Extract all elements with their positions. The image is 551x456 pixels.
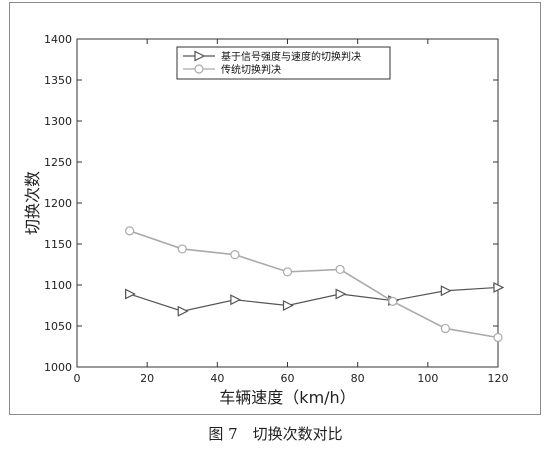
x-axis: 0 20 40 60 80 100 120 (74, 39, 509, 385)
x-tick-label: 0 (74, 372, 81, 385)
x-tick-label: 80 (351, 372, 365, 385)
series-2-point (177, 244, 187, 254)
series-2-point (125, 226, 135, 236)
series-1 (125, 281, 505, 317)
y-tick-label: 1000 (44, 361, 72, 374)
legend-label: 基于信号强度与速度的切换判决 (221, 50, 361, 63)
y-tick-label: 1150 (44, 238, 72, 251)
series-2-point (230, 250, 240, 260)
series-1-point (335, 288, 347, 300)
y-axis: 1000 1050 1100 1150 1200 1250 1300 1350 1400 (44, 33, 498, 374)
legend-swatch-marker (194, 64, 204, 74)
series-1-point (177, 305, 189, 317)
y-tick-label: 1350 (44, 74, 72, 87)
series-1-point (125, 288, 136, 300)
series-2-point (335, 264, 345, 275)
x-tick-label: 120 (488, 372, 509, 385)
x-axis-title: 车辆速度（km/h） (219, 388, 355, 407)
y-tick-label: 1300 (44, 115, 72, 128)
y-tick-label: 1050 (44, 320, 72, 333)
legend-label: 传统切换判决 (221, 63, 281, 76)
plot-area (76, 38, 499, 368)
y-axis-title: 切换次数 (23, 171, 42, 235)
y-tick-label: 1250 (44, 156, 72, 169)
series-1-point (282, 300, 294, 311)
legend-swatch-marker (194, 50, 206, 62)
series-1-point (440, 285, 452, 297)
y-tick-label: 1400 (44, 33, 72, 46)
series-2-point (493, 332, 503, 343)
legend-box (176, 46, 391, 80)
series-2-point (388, 296, 398, 306)
series-2-point (282, 267, 293, 277)
series-1-point (493, 281, 505, 293)
series-layer (125, 226, 505, 343)
plot-border (76, 38, 499, 368)
series-2-point (440, 323, 450, 334)
x-tick-label: 100 (417, 372, 438, 385)
series-1-line (129, 286, 499, 312)
series-1-point (230, 294, 242, 306)
x-tick-label: 40 (210, 372, 224, 385)
series-2-line (129, 230, 499, 339)
y-tick-label: 1100 (44, 279, 72, 292)
x-tick-label: 60 (281, 372, 295, 385)
y-tick-label: 1200 (44, 197, 72, 210)
line-chart: 1000 1050 1100 1150 1200 1250 1300 1350 1400 0 20… (23, 33, 509, 407)
figure-frame: 1000 1050 1100 1150 1200 1250 1300 1350 1400 0 20… (9, 2, 541, 415)
x-tick-label: 20 (140, 372, 154, 385)
series-2 (125, 226, 503, 343)
figure-caption: 图 7 切换次数对比 (208, 425, 343, 443)
